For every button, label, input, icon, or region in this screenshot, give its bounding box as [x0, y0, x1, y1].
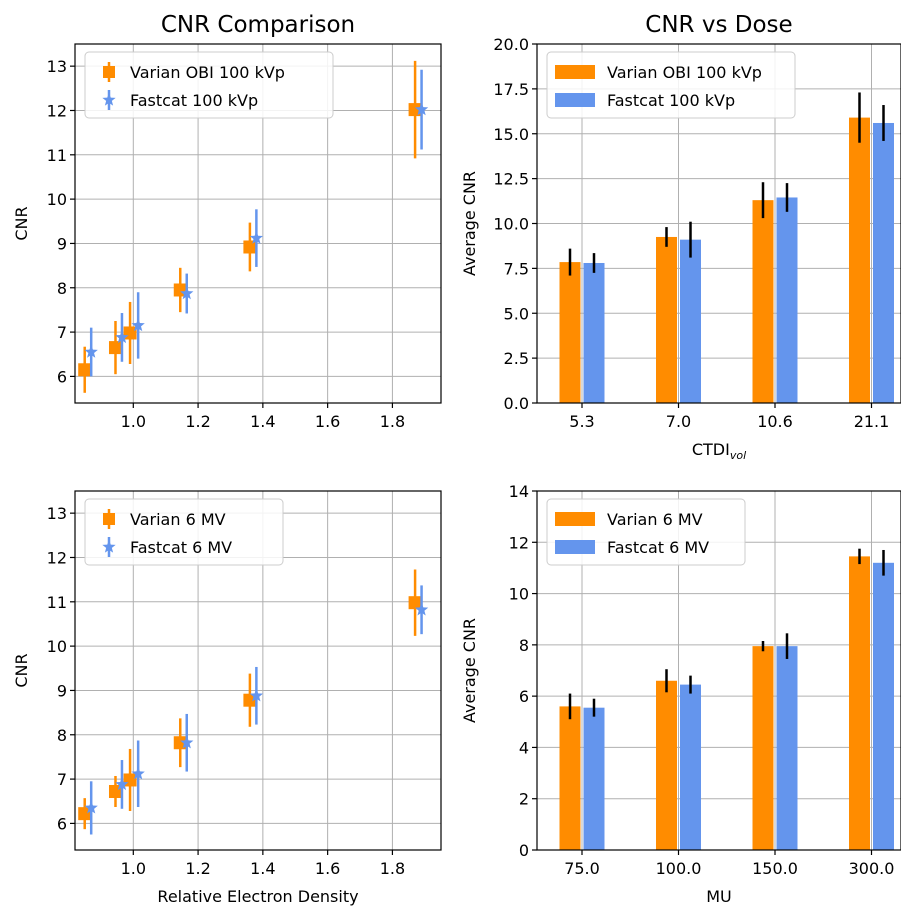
y-tick-label: 11 — [47, 146, 67, 165]
y-axis-label: CNR — [12, 206, 31, 240]
y-axis-label: CNR — [12, 653, 31, 687]
y-tick-label: 9 — [57, 681, 67, 700]
x-axis-label-main: MU — [706, 887, 732, 906]
x-tick-label: 1.8 — [380, 412, 405, 431]
y-tick-label: 12 — [47, 101, 67, 120]
y-tick-label: 6 — [57, 814, 67, 833]
y-tick-label: 10 — [509, 585, 529, 604]
bar — [849, 556, 870, 850]
x-tick-label: 7.0 — [666, 412, 691, 431]
bar — [560, 706, 581, 850]
bar — [753, 646, 774, 850]
y-tick-label: 11 — [47, 593, 67, 612]
y-tick-label: 8 — [57, 726, 67, 745]
y-tick-label: 5.0 — [504, 304, 529, 323]
data-point-square — [409, 596, 422, 609]
y-axis-label: Average CNR — [460, 618, 479, 723]
x-axis-label: MU — [706, 887, 732, 906]
x-tick-label: 1.6 — [315, 859, 340, 878]
y-tick-label: 10 — [47, 190, 67, 209]
legend-label: Varian OBI 100 kVp — [130, 63, 285, 82]
bar — [656, 237, 677, 403]
bar — [584, 263, 605, 403]
legend-swatch — [555, 540, 595, 554]
data-point-square — [109, 341, 122, 354]
y-tick-label: 10.0 — [493, 215, 529, 234]
x-tick-label: 1.6 — [315, 412, 340, 431]
bar — [873, 563, 894, 850]
bar — [560, 262, 581, 403]
bar — [849, 118, 870, 403]
x-axis-label-subscript: vol — [730, 449, 746, 462]
data-point-square — [243, 240, 256, 253]
y-tick-label: 20.0 — [493, 35, 529, 54]
x-tick-label: 10.6 — [757, 412, 793, 431]
y-tick-label: 8 — [57, 279, 67, 298]
x-tick-label: 1.4 — [250, 412, 275, 431]
y-tick-label: 7 — [57, 323, 67, 342]
y-tick-label: 7.5 — [504, 259, 529, 278]
legend-label: Fastcat 6 MV — [130, 538, 232, 557]
y-tick-label: 14 — [509, 482, 529, 501]
y-tick-label: 9 — [57, 234, 67, 253]
x-tick-label: 150.0 — [752, 859, 798, 878]
bar — [680, 685, 701, 850]
y-tick-label: 0.0 — [504, 394, 529, 413]
y-tick-label: 2.5 — [504, 349, 529, 368]
legend-label: Varian 6 MV — [607, 510, 703, 529]
x-tick-label: 75.0 — [564, 859, 600, 878]
x-tick-label: 1.2 — [185, 412, 210, 431]
y-tick-label: 12.5 — [493, 170, 529, 189]
bar — [584, 708, 605, 850]
y-tick-label: 15.0 — [493, 125, 529, 144]
bar — [656, 681, 677, 850]
x-tick-label: 21.1 — [854, 412, 890, 431]
x-axis-label: Relative Electron Density — [157, 887, 358, 906]
y-tick-label: 4 — [519, 738, 529, 757]
x-tick-label: 1.0 — [121, 859, 146, 878]
y-tick-label: 13 — [47, 57, 67, 76]
x-tick-label: 300.0 — [849, 859, 895, 878]
y-tick-label: 6 — [57, 367, 67, 386]
y-tick-label: 8 — [519, 636, 529, 655]
legend-label: Varian OBI 100 kVp — [607, 63, 762, 82]
legend-label: Fastcat 6 MV — [607, 538, 709, 557]
y-tick-label: 17.5 — [493, 80, 529, 99]
x-tick-label: 1.4 — [250, 859, 275, 878]
chart-title: CNR vs Dose — [645, 12, 792, 38]
bar — [680, 240, 701, 403]
data-point-square — [78, 363, 91, 376]
legend-square-marker — [103, 66, 115, 78]
legend-label: Fastcat 100 kVp — [607, 91, 735, 110]
x-tick-label: 1.2 — [185, 859, 210, 878]
y-tick-label: 12 — [47, 548, 67, 567]
legend-square-marker — [103, 513, 115, 525]
y-tick-label: 12 — [509, 533, 529, 552]
bar — [777, 646, 798, 850]
x-axis-label-main: Relative Electron Density — [157, 887, 358, 906]
y-tick-label: 0 — [519, 841, 529, 860]
legend-swatch — [555, 93, 595, 107]
y-tick-label: 2 — [519, 790, 529, 809]
bar — [753, 200, 774, 403]
x-axis-label-main: CTDI — [692, 440, 730, 459]
y-tick-label: 7 — [57, 770, 67, 789]
y-tick-label: 10 — [47, 637, 67, 656]
x-tick-label: 1.8 — [380, 859, 405, 878]
legend-label: Varian 6 MV — [130, 510, 226, 529]
bar — [777, 197, 798, 403]
x-tick-label: 1.0 — [121, 412, 146, 431]
bar — [873, 123, 894, 403]
y-axis-label: Average CNR — [460, 171, 479, 276]
legend-swatch — [555, 65, 595, 79]
x-tick-label: 100.0 — [656, 859, 702, 878]
y-tick-label: 6 — [519, 687, 529, 706]
x-tick-label: 5.3 — [569, 412, 594, 431]
chart-title: CNR Comparison — [161, 12, 355, 38]
y-tick-label: 13 — [47, 504, 67, 523]
legend-label: Fastcat 100 kVp — [130, 91, 258, 110]
legend-swatch — [555, 512, 595, 526]
